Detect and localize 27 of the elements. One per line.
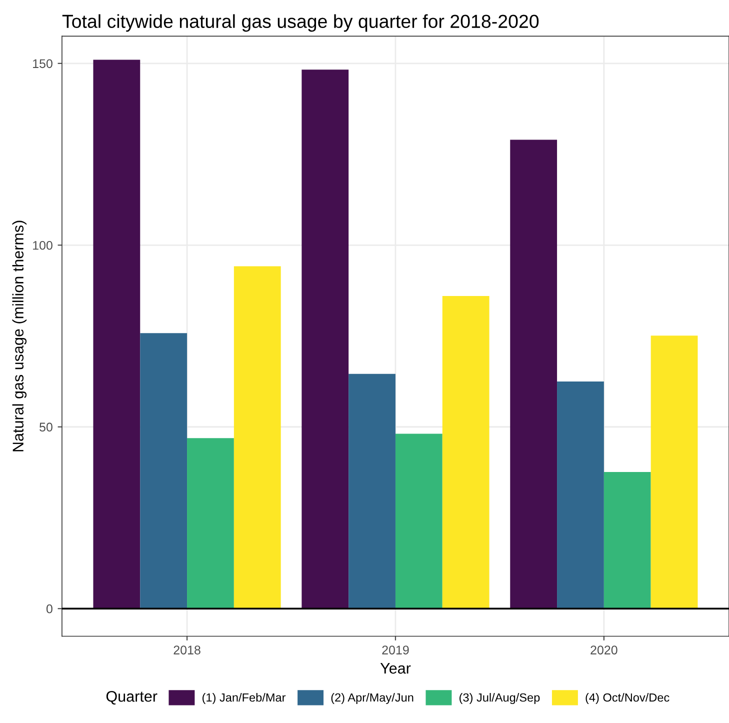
y-tick-label: 150 [33,59,52,68]
bar [348,374,396,609]
legend-label: (4) Oct/Nov/Dec [586,693,670,704]
bar [93,60,140,609]
bar [510,140,558,609]
bar [234,266,281,609]
legend-title: Quarter [106,690,158,705]
legend-label: (2) Apr/May/Jun [331,693,414,704]
bar [557,381,604,609]
bar [650,336,698,609]
x-tick-label: 2020 [590,646,618,654]
y-tick-label: 0 [46,604,52,614]
y-axis-title: Natural gas usage (million therms) [12,220,27,452]
bar [604,472,651,609]
legend-label: (1) Jan/Feb/Mar [202,693,286,704]
y-tick-label: 50 [40,422,52,432]
bar [187,438,234,609]
x-tick-label: 2018 [174,646,200,654]
bar [140,333,188,609]
bar [442,296,490,609]
bar [302,70,349,609]
legend-label: (3) Jul/Aug/Sep [460,693,540,704]
bar [395,434,442,609]
y-tick-label: 100 [33,240,52,250]
x-tick-label: 2019 [382,646,409,654]
chart-title: Total citywide natural gas usage by quarter for 2018-2020 [62,14,539,32]
x-axis-title: Year [380,663,411,674]
